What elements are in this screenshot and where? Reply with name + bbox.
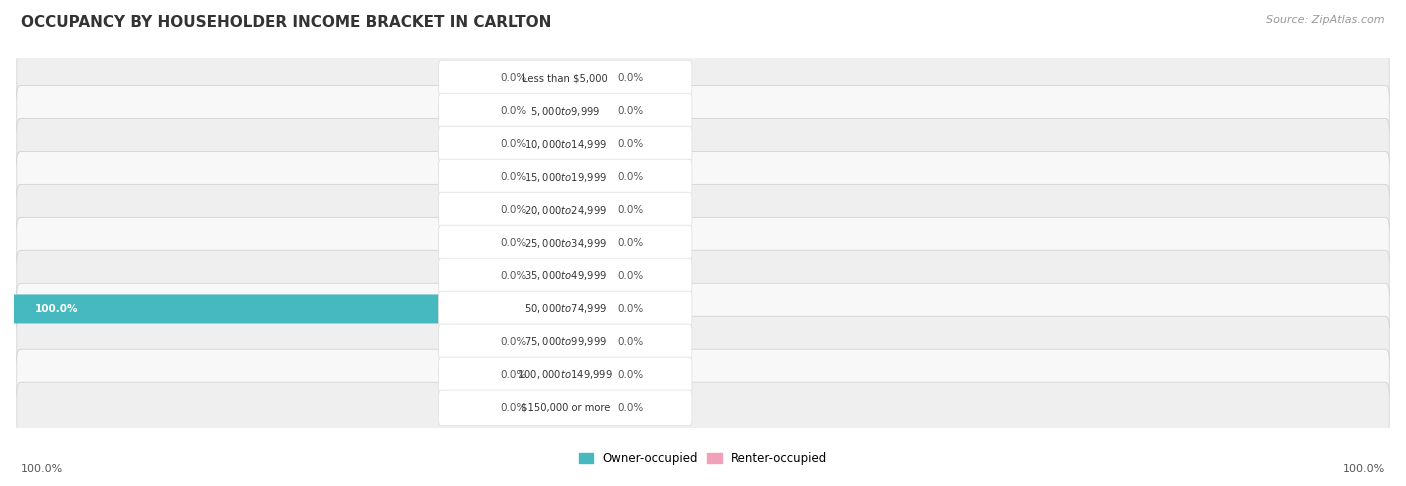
Text: $5,000 to $9,999: $5,000 to $9,999 <box>530 104 600 118</box>
Text: $25,000 to $34,999: $25,000 to $34,999 <box>523 237 607 249</box>
FancyBboxPatch shape <box>536 328 567 356</box>
FancyBboxPatch shape <box>536 228 567 258</box>
Text: 0.0%: 0.0% <box>617 337 644 347</box>
FancyBboxPatch shape <box>439 258 692 294</box>
Text: 0.0%: 0.0% <box>617 238 644 248</box>
FancyBboxPatch shape <box>13 295 567 324</box>
Text: 0.0%: 0.0% <box>617 106 644 116</box>
FancyBboxPatch shape <box>439 60 692 96</box>
Text: 0.0%: 0.0% <box>501 106 527 116</box>
FancyBboxPatch shape <box>17 316 1389 367</box>
FancyBboxPatch shape <box>439 225 692 261</box>
Text: 0.0%: 0.0% <box>501 205 527 215</box>
FancyBboxPatch shape <box>536 393 567 422</box>
Text: $150,000 or more: $150,000 or more <box>520 403 610 413</box>
Text: 0.0%: 0.0% <box>501 139 527 149</box>
FancyBboxPatch shape <box>17 151 1389 203</box>
Text: 0.0%: 0.0% <box>501 238 527 248</box>
FancyBboxPatch shape <box>17 250 1389 302</box>
Text: 100.0%: 100.0% <box>1343 464 1385 474</box>
Text: $35,000 to $49,999: $35,000 to $49,999 <box>523 269 607 282</box>
FancyBboxPatch shape <box>536 64 567 93</box>
FancyBboxPatch shape <box>536 162 567 191</box>
FancyBboxPatch shape <box>564 228 607 258</box>
FancyBboxPatch shape <box>439 192 692 228</box>
FancyBboxPatch shape <box>536 361 567 389</box>
FancyBboxPatch shape <box>564 130 607 158</box>
Text: 0.0%: 0.0% <box>617 403 644 413</box>
FancyBboxPatch shape <box>564 195 607 225</box>
Text: 0.0%: 0.0% <box>501 337 527 347</box>
Text: 0.0%: 0.0% <box>617 271 644 281</box>
Text: OCCUPANCY BY HOUSEHOLDER INCOME BRACKET IN CARLTON: OCCUPANCY BY HOUSEHOLDER INCOME BRACKET … <box>21 15 551 30</box>
FancyBboxPatch shape <box>564 64 607 93</box>
FancyBboxPatch shape <box>536 130 567 158</box>
FancyBboxPatch shape <box>17 349 1389 400</box>
FancyBboxPatch shape <box>536 195 567 225</box>
Text: Less than $5,000: Less than $5,000 <box>523 73 607 83</box>
FancyBboxPatch shape <box>439 324 692 360</box>
Text: $75,000 to $99,999: $75,000 to $99,999 <box>523 335 607 348</box>
FancyBboxPatch shape <box>17 217 1389 269</box>
FancyBboxPatch shape <box>439 357 692 393</box>
Text: 0.0%: 0.0% <box>617 139 644 149</box>
FancyBboxPatch shape <box>564 393 607 422</box>
Text: 0.0%: 0.0% <box>501 370 527 380</box>
FancyBboxPatch shape <box>536 97 567 125</box>
Text: 100.0%: 100.0% <box>21 464 63 474</box>
FancyBboxPatch shape <box>564 295 607 324</box>
FancyBboxPatch shape <box>439 93 692 129</box>
Text: $100,000 to $149,999: $100,000 to $149,999 <box>517 368 613 382</box>
Text: $15,000 to $19,999: $15,000 to $19,999 <box>523 171 607 184</box>
FancyBboxPatch shape <box>564 361 607 389</box>
FancyBboxPatch shape <box>439 390 692 426</box>
FancyBboxPatch shape <box>536 261 567 291</box>
Text: 0.0%: 0.0% <box>501 403 527 413</box>
Text: Source: ZipAtlas.com: Source: ZipAtlas.com <box>1267 15 1385 25</box>
Text: $20,000 to $24,999: $20,000 to $24,999 <box>523 204 607 217</box>
Text: $10,000 to $14,999: $10,000 to $14,999 <box>523 138 607 151</box>
FancyBboxPatch shape <box>17 283 1389 335</box>
Text: 0.0%: 0.0% <box>501 73 527 83</box>
Text: 0.0%: 0.0% <box>617 370 644 380</box>
Text: 0.0%: 0.0% <box>501 271 527 281</box>
FancyBboxPatch shape <box>564 328 607 356</box>
Text: 0.0%: 0.0% <box>617 205 644 215</box>
Text: 0.0%: 0.0% <box>617 73 644 83</box>
Text: 0.0%: 0.0% <box>617 304 644 314</box>
FancyBboxPatch shape <box>17 86 1389 137</box>
Text: 0.0%: 0.0% <box>501 172 527 182</box>
FancyBboxPatch shape <box>439 291 692 327</box>
FancyBboxPatch shape <box>564 97 607 125</box>
FancyBboxPatch shape <box>439 126 692 162</box>
FancyBboxPatch shape <box>564 162 607 191</box>
FancyBboxPatch shape <box>17 119 1389 170</box>
FancyBboxPatch shape <box>17 382 1389 434</box>
Text: $50,000 to $74,999: $50,000 to $74,999 <box>523 302 607 315</box>
Text: 100.0%: 100.0% <box>35 304 79 314</box>
FancyBboxPatch shape <box>439 159 692 195</box>
FancyBboxPatch shape <box>17 52 1389 104</box>
Legend: Owner-occupied, Renter-occupied: Owner-occupied, Renter-occupied <box>574 447 832 470</box>
Text: 0.0%: 0.0% <box>617 172 644 182</box>
FancyBboxPatch shape <box>17 184 1389 236</box>
FancyBboxPatch shape <box>564 261 607 291</box>
